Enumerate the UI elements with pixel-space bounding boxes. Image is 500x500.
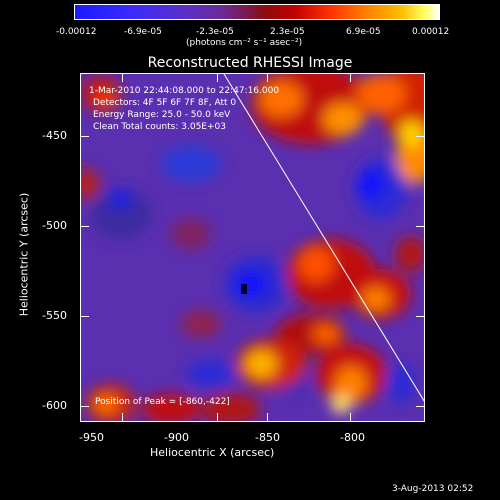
colorbar [74, 4, 440, 20]
colorbar-tick: 6.9e-05 [346, 27, 381, 37]
y-tick-label: -500 [42, 219, 67, 232]
heatmap-image [81, 74, 424, 421]
y-axis-label: Heliocentric Y (arcsec) [17, 192, 31, 317]
info-clean: Clean Total counts: 3.05E+03 [93, 122, 226, 132]
colorbar-tick: 2.3e-05 [270, 27, 305, 37]
y-tick-label: -600 [42, 399, 67, 412]
plot-title: Reconstructed RHESSI Image [147, 55, 353, 71]
x-axis-label: Heliocentric X (arcsec) [150, 446, 275, 459]
x-tick-label: -950 [79, 431, 104, 444]
colorbar-tick: -0.00012 [56, 27, 97, 37]
image-plot[interactable]: 1-Mar-2010 22:44:08.000 to 22:47:16.000 … [80, 73, 425, 422]
info-time: 1-Mar-2010 22:44:08.000 to 22:47:16.000 [89, 86, 280, 96]
x-tick-label: -850 [255, 431, 280, 444]
info-detectors: Detectors: 4F 5F 6F 7F 8F, Att 0 [93, 98, 237, 108]
y-tick-label: -550 [42, 309, 67, 322]
x-tick-label: -800 [340, 431, 365, 444]
peak-position: Position of Peak = [-860,-422] [95, 397, 230, 407]
timestamp: 3-Aug-2013 02:52 [392, 484, 474, 494]
info-energy: Energy Range: 25.0 - 50.0 keV [93, 110, 231, 120]
colorbar-tick: -6.9e-05 [124, 27, 162, 37]
colorbar-unit: (photons cm⁻² s⁻¹ asec⁻²) [186, 38, 303, 48]
solar-limb-line [223, 74, 424, 402]
colorbar-tick: -2.3e-05 [196, 27, 234, 37]
y-tick-label: -450 [42, 129, 67, 142]
colorbar-tick: 0.00012 [412, 27, 450, 37]
x-tick-label: -900 [164, 431, 189, 444]
